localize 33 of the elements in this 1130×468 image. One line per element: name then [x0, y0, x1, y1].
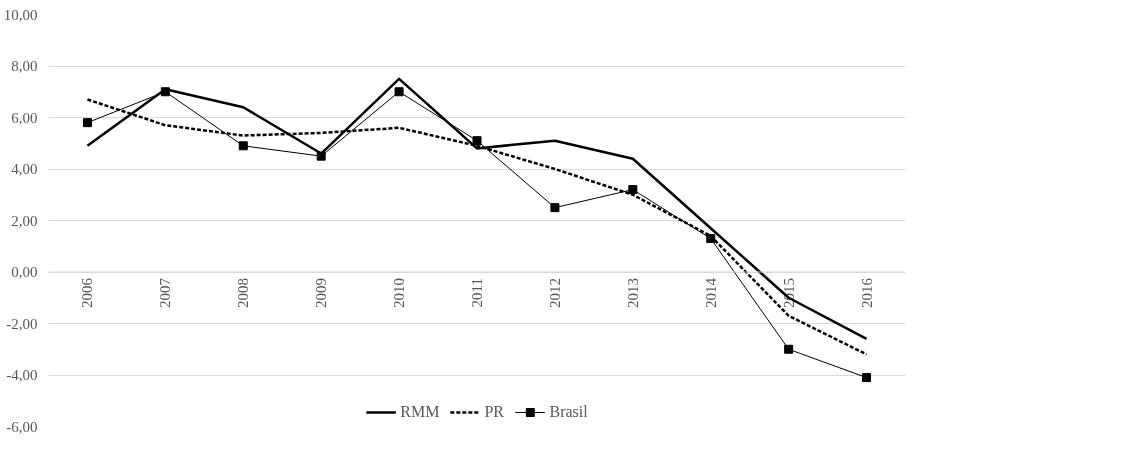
y-tick-label: 10,00 — [3, 6, 38, 23]
x-tick-label: 2013 — [624, 278, 641, 308]
y-tick-label: -6,00 — [6, 418, 38, 435]
x-tick-label: 2011 — [469, 277, 485, 308]
point — [82, 118, 92, 128]
x-tick-label: 2010 — [391, 278, 408, 308]
y-tick-label: 4,00 — [11, 161, 38, 177]
point — [784, 344, 794, 354]
x-tick-label: 2007 — [157, 277, 174, 308]
x-tick-label: 2012 — [546, 278, 563, 308]
point — [472, 136, 482, 146]
y-tick-label: -4,00 — [6, 367, 38, 383]
x-tick-label: 2014 — [702, 277, 719, 308]
y-tick-label: 8,00 — [11, 58, 38, 74]
legend-label: Brasil — [549, 403, 588, 421]
x-tick-label: 2009 — [313, 278, 330, 308]
point — [550, 203, 560, 213]
legend-label: RMM — [400, 403, 440, 421]
x-tick-label: 2008 — [235, 278, 252, 308]
y-tick-label: 2,00 — [11, 212, 38, 229]
y-tick-label: 0,00 — [11, 264, 38, 280]
legend-label: PR — [484, 403, 505, 421]
point — [394, 87, 404, 97]
point — [706, 234, 716, 244]
point — [160, 87, 170, 97]
y-tick-label: 6,00 — [11, 109, 38, 126]
x-tick-label: 2006 — [79, 277, 96, 308]
x-tick-label: 2016 — [858, 277, 875, 308]
y-tick-label: -2,00 — [6, 315, 38, 332]
point — [862, 373, 872, 383]
point — [316, 151, 326, 161]
point — [628, 185, 638, 195]
point — [238, 141, 248, 151]
